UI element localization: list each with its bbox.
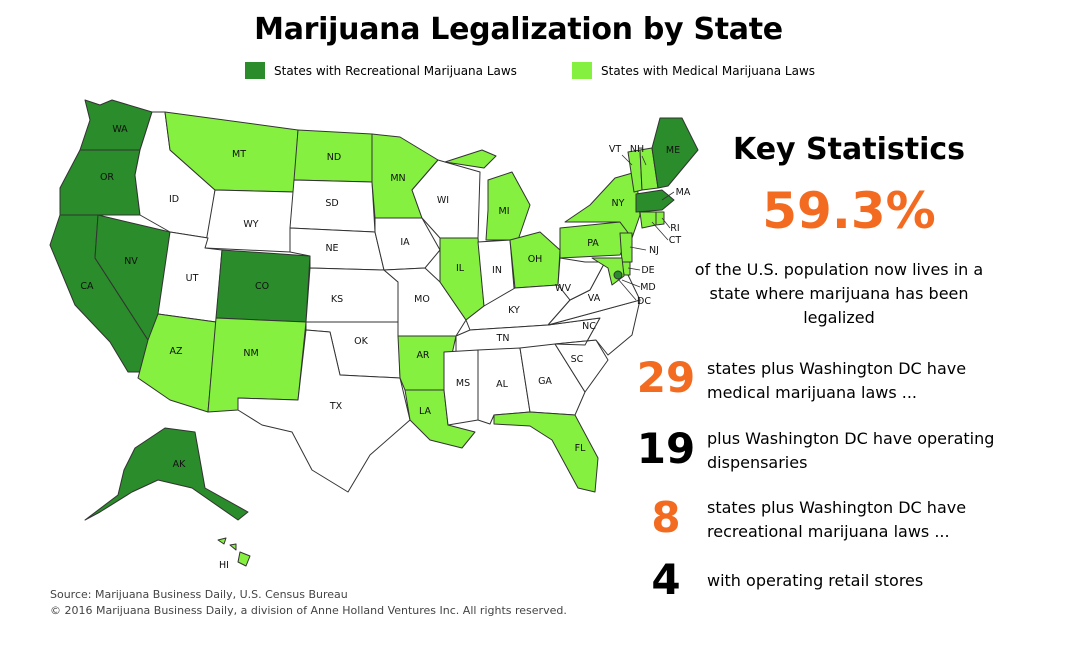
label-LA: LA <box>419 406 432 417</box>
label-ND: ND <box>327 152 341 163</box>
label-DC: DC <box>637 296 651 307</box>
state-TX <box>237 329 411 493</box>
label-MT: MT <box>232 149 246 160</box>
label-TN: TN <box>496 333 510 344</box>
stat-text-retail: with operating retail stores <box>707 571 924 590</box>
state-HI <box>217 537 251 567</box>
state-RI <box>655 211 665 226</box>
legend-swatch-medical <box>572 62 592 79</box>
key-statistics-title: Key Statistics <box>732 132 965 167</box>
label-CT: CT <box>669 235 682 246</box>
label-NE: NE <box>325 243 338 254</box>
label-WY: WY <box>243 219 258 230</box>
label-AR: AR <box>416 350 429 361</box>
label-HI: HI <box>219 560 229 571</box>
label-VT: VT <box>609 144 621 155</box>
label-FL: FL <box>575 443 586 454</box>
label-DE: DE <box>641 265 654 276</box>
population-percent-description: of the U.S. population now lives in a st… <box>694 260 984 327</box>
label-SC: SC <box>571 354 584 365</box>
label-WV: WV <box>555 283 571 294</box>
label-CO: CO <box>255 281 269 292</box>
legend-item-recreational: States with Recreational Marijuana Laws <box>245 62 517 79</box>
label-ID: ID <box>169 194 179 205</box>
state-FL <box>493 411 599 493</box>
label-NJ: NJ <box>649 245 659 256</box>
label-NC: NC <box>582 321 596 332</box>
label-ME: ME <box>666 145 680 156</box>
state-NJ <box>619 232 633 263</box>
legend-label-recreational: States with Recreational Marijuana Laws <box>274 63 517 78</box>
label-AL: AL <box>496 379 508 390</box>
label-MD: MD <box>640 282 656 293</box>
label-UT: UT <box>186 273 199 284</box>
state-MS <box>443 349 479 426</box>
page-title: Marijuana Legalization by State <box>254 12 783 47</box>
stat-number-medical: 29 <box>636 353 696 402</box>
state-NM <box>207 317 307 413</box>
state-MO <box>383 267 467 337</box>
stat-number-recreational: 8 <box>651 493 681 542</box>
label-NV: NV <box>124 256 138 267</box>
label-OH: OH <box>528 254 543 265</box>
stat-text-medical: states plus Washington DC have medical m… <box>707 359 967 402</box>
label-CA: CA <box>80 281 94 292</box>
copyright-line: © 2016 Marijuana Business Daily, a divis… <box>50 604 567 617</box>
label-AK: AK <box>173 459 186 470</box>
stat-number-retail: 4 <box>651 555 681 604</box>
state-KS <box>305 267 399 323</box>
label-VA: VA <box>588 293 601 304</box>
label-AZ: AZ <box>169 346 182 357</box>
label-MO: MO <box>414 294 430 305</box>
label-PA: PA <box>587 238 599 249</box>
label-KS: KS <box>331 294 343 305</box>
label-RI: RI <box>670 223 679 234</box>
state-ME <box>651 117 699 189</box>
state-NC <box>547 299 641 356</box>
label-MS: MS <box>456 378 470 389</box>
label-NH: NH <box>630 144 644 155</box>
stat-text-dispensaries: plus Washington DC have operating dispen… <box>707 429 995 472</box>
state-MA <box>635 189 675 213</box>
label-SD: SD <box>325 198 338 209</box>
legend-label-medical: States with Medical Marijuana Laws <box>601 63 816 78</box>
label-OR: OR <box>100 172 114 183</box>
label-NY: NY <box>612 198 625 209</box>
us-map: WA OR CA NV ID MT WY UT AZ CO NM ND SD N… <box>49 99 699 571</box>
state-AK <box>84 427 249 521</box>
label-leader-lines <box>617 154 675 301</box>
label-IL: IL <box>456 263 465 274</box>
state-DC <box>613 270 623 280</box>
label-MN: MN <box>390 173 405 184</box>
label-MA: MA <box>676 187 691 198</box>
state-CT <box>639 211 657 229</box>
label-TX: TX <box>329 401 343 412</box>
label-GA: GA <box>538 376 552 387</box>
legend-swatch-recreational <box>245 62 265 79</box>
label-KY: KY <box>508 305 520 316</box>
source-line: Source: Marijuana Business Daily, U.S. C… <box>50 588 348 601</box>
label-WA: WA <box>112 124 128 135</box>
state-GA <box>519 343 586 416</box>
label-WI: WI <box>437 195 449 206</box>
stat-text-recreational: states plus Washington DC have recreatio… <box>707 498 967 541</box>
label-IN: IN <box>492 265 502 276</box>
label-IA: IA <box>400 237 410 248</box>
label-NM: NM <box>243 348 258 359</box>
stat-number-dispensaries: 19 <box>636 424 696 473</box>
legend-item-medical: States with Medical Marijuana Laws <box>572 62 815 79</box>
label-MI: MI <box>499 206 510 217</box>
population-percent: 59.3% <box>762 182 936 240</box>
label-OK: OK <box>354 336 368 347</box>
